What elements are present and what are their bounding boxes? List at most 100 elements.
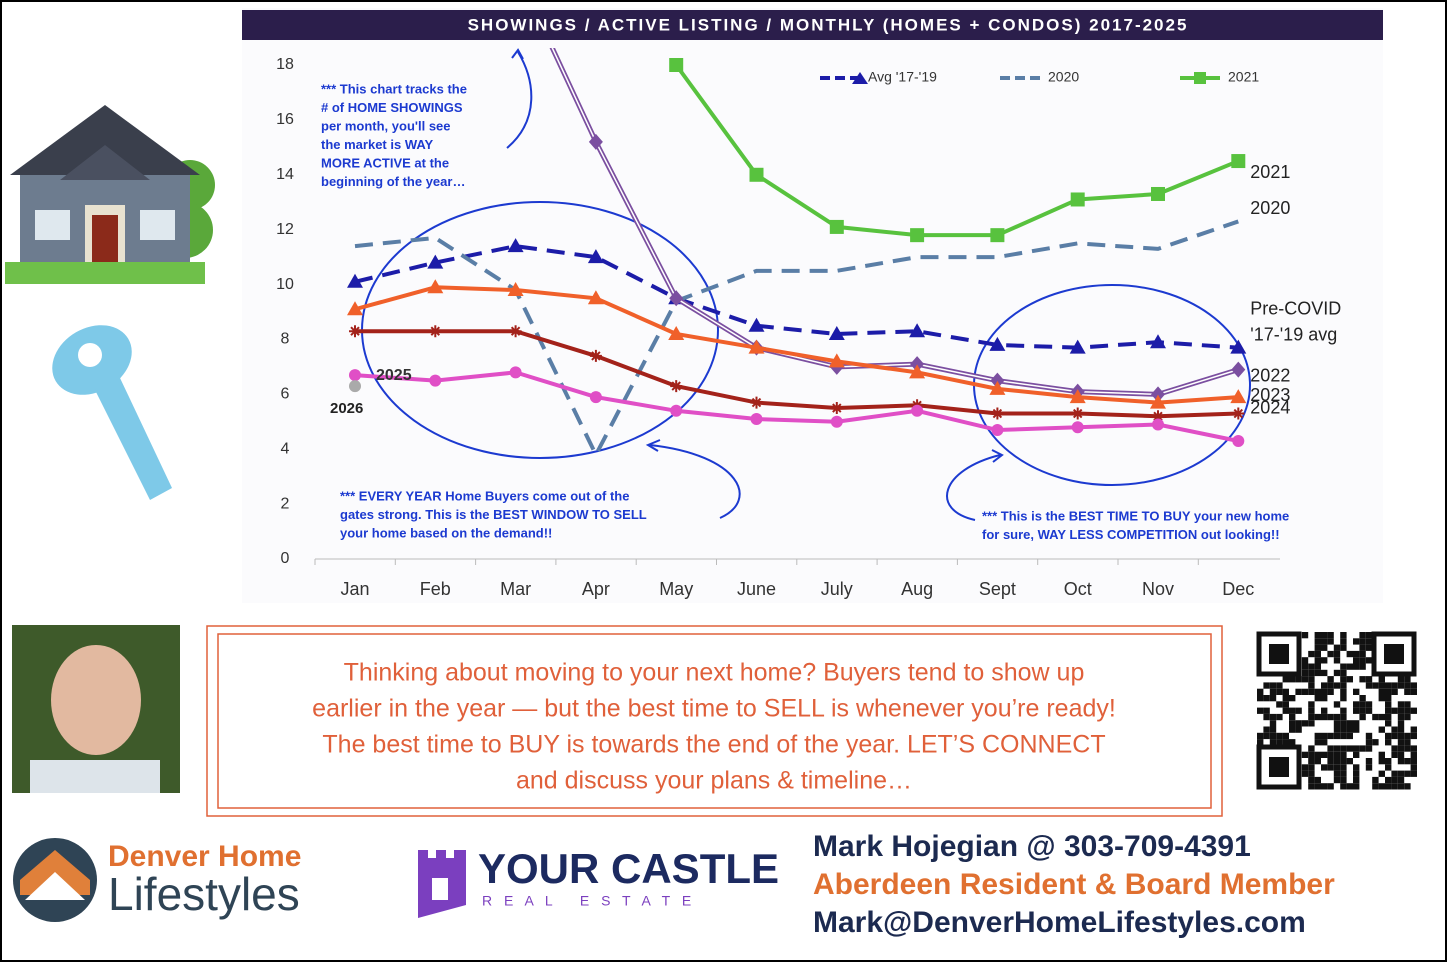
qr-cell [1410, 732, 1417, 740]
annotation: # of HOME SHOWINGS [321, 100, 463, 115]
qr-cell [1397, 713, 1405, 721]
series-line [355, 329, 1239, 419]
x-tick-label: Jan [340, 579, 369, 599]
qr-cell [1340, 720, 1347, 727]
qr-cell [1353, 770, 1360, 777]
qr-cell [1372, 682, 1379, 689]
marker [828, 325, 845, 340]
end-label: 2025 [376, 367, 412, 384]
qr-cell [1308, 707, 1315, 714]
qr-cell [1385, 732, 1392, 740]
qr-cell [1385, 707, 1392, 714]
agent-photo [12, 625, 180, 793]
castle-logo [418, 850, 466, 918]
marker [1071, 421, 1084, 434]
series-line [354, 285, 1239, 405]
message-line: The best time to BUY is towards the end … [322, 731, 1105, 759]
qr-cell [1385, 783, 1392, 790]
marker [990, 228, 1005, 243]
qr-cell [1410, 758, 1417, 765]
qr-cell [1269, 739, 1277, 746]
qr-cell [1333, 770, 1341, 777]
qr-cell [1327, 632, 1334, 639]
qr-cell [1282, 676, 1289, 683]
qr-cell [1397, 720, 1405, 727]
qr-cell [1346, 783, 1353, 790]
qr-cell [1397, 783, 1405, 790]
legend-label: Avg '17-'19 [868, 69, 937, 85]
qr-cell [1333, 657, 1341, 664]
annotation: *** This chart tracks the [321, 81, 467, 96]
qr-cell [1359, 657, 1366, 664]
annotation: per month, you'll see [321, 118, 451, 133]
qr-cell [1308, 669, 1315, 677]
x-tick-label: Sept [979, 579, 1016, 599]
message-frame [206, 625, 1223, 817]
qr-cell [1333, 669, 1341, 677]
qr-cell [1346, 726, 1353, 733]
qr-finder [1256, 631, 1302, 677]
annotation: beginning of the year… [321, 174, 465, 189]
qr-cell [1327, 783, 1334, 790]
qr-cell [1257, 739, 1264, 746]
y-tick-label: 0 [281, 550, 290, 567]
qr-cell [1359, 695, 1366, 702]
qr-cell [1391, 770, 1398, 777]
marker [989, 336, 1006, 351]
end-label: 2026 [330, 400, 363, 417]
qr-cell [1353, 745, 1360, 752]
qr-cell [1308, 776, 1315, 784]
qr-cell [1308, 758, 1315, 765]
qr-cell [1276, 688, 1283, 695]
qr-cell [1346, 720, 1353, 727]
end-label: 2022 [1250, 365, 1290, 385]
end-label: Pre-COVID [1250, 298, 1341, 318]
qr-cell [1289, 707, 1296, 714]
qr-cell [1365, 758, 1373, 765]
qr-cell [1327, 676, 1334, 683]
qr-cell [1340, 764, 1347, 771]
qr-cell [1397, 701, 1405, 708]
qr-cell [1257, 707, 1264, 714]
qr-cell [1327, 713, 1334, 721]
qr-cell [1391, 732, 1398, 740]
qr-cell [1308, 783, 1315, 790]
qr-cell [1397, 745, 1405, 752]
marker [1150, 334, 1166, 349]
qr-cell [1340, 669, 1347, 677]
qr-cell [1404, 682, 1411, 689]
qr-cell [1333, 650, 1341, 658]
qr-cell [1321, 638, 1328, 645]
qr-finder [1269, 644, 1289, 664]
qr-cell [1333, 713, 1341, 721]
qr-cell [1333, 745, 1341, 752]
contact-line: Mark Hojegian @ 303-709-4391 [813, 830, 1251, 863]
qr-cell [1378, 676, 1385, 683]
qr-cell [1314, 732, 1321, 740]
qr-cell [1346, 732, 1353, 740]
qr-cell [1314, 758, 1321, 765]
marker [349, 325, 361, 338]
qr-cell [1301, 657, 1309, 664]
annotation: MORE ACTIVE at the [321, 155, 449, 170]
marker [750, 413, 763, 426]
qr-code [1255, 630, 1418, 790]
marker [749, 167, 764, 182]
qr-cell [1314, 695, 1321, 702]
end-label: '17-'19 avg [1250, 324, 1337, 344]
marker [669, 58, 684, 72]
qr-cell [1327, 751, 1334, 758]
marker [911, 404, 924, 417]
message-line: earlier in the year — but the best time … [312, 695, 1116, 723]
qr-cell [1321, 695, 1328, 702]
qr-cell [1346, 745, 1353, 752]
marker [507, 282, 524, 297]
qr-cell [1353, 720, 1360, 727]
qr-cell [1353, 701, 1360, 708]
qr-cell [1372, 783, 1379, 790]
qr-cell [1327, 764, 1334, 771]
qr-cell [1404, 783, 1411, 790]
annotation: *** EVERY YEAR Home Buyers come out of t… [340, 488, 629, 503]
marker [1232, 434, 1245, 447]
